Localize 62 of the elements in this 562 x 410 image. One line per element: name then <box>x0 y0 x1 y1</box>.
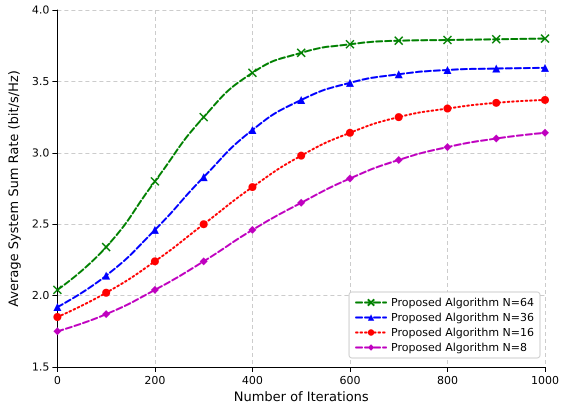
point <box>492 134 500 143</box>
x-tick-label: 400 <box>242 374 263 387</box>
y-tick-label: 3.5 <box>32 74 50 88</box>
point <box>200 173 208 182</box>
point <box>346 174 354 183</box>
point <box>394 113 403 122</box>
point <box>345 40 355 50</box>
x-tick-label: 0 <box>54 374 61 387</box>
x-tick-label: 1000 <box>531 374 560 387</box>
legend-label: Proposed Algorithm N=64 <box>391 296 534 309</box>
legend-label: Proposed Algorithm N=8 <box>391 341 528 354</box>
point <box>394 70 403 78</box>
point <box>443 66 452 74</box>
point <box>297 198 306 207</box>
point <box>200 257 208 266</box>
y-tick-label: 3.0 <box>32 146 50 160</box>
point <box>200 220 208 228</box>
point <box>150 257 159 266</box>
point <box>492 64 500 73</box>
point <box>248 183 256 192</box>
x-tick-label: 200 <box>144 374 166 387</box>
point <box>102 288 110 297</box>
point <box>394 36 404 46</box>
point <box>541 128 550 137</box>
x-tick-label: 600 <box>339 374 360 387</box>
point <box>248 126 256 134</box>
point <box>346 78 354 87</box>
legend-label: Proposed Algorithm N=36 <box>391 311 534 324</box>
point <box>198 112 208 122</box>
point <box>540 34 550 44</box>
legend-label: Proposed Algorithm N=16 <box>391 326 534 339</box>
point <box>541 64 550 72</box>
point <box>346 128 354 137</box>
point <box>150 286 159 294</box>
point <box>150 176 160 186</box>
point <box>394 156 403 164</box>
point <box>296 48 306 58</box>
point <box>102 310 110 318</box>
point <box>491 34 501 44</box>
y-tick-label: 1.5 <box>32 360 50 374</box>
point <box>541 96 550 104</box>
point <box>248 68 258 78</box>
point <box>492 98 500 107</box>
y-tick-label: 2.5 <box>32 218 50 231</box>
point <box>102 272 110 280</box>
point <box>150 226 159 234</box>
point <box>442 35 452 45</box>
x-tick-label: 800 <box>436 374 458 387</box>
point <box>52 285 62 295</box>
point <box>443 104 452 113</box>
y-tick-label: 4.0 <box>32 4 50 16</box>
point <box>53 327 62 336</box>
point <box>297 152 306 160</box>
x-axis-title: Number of Iterations <box>234 390 369 405</box>
point <box>443 143 452 152</box>
point <box>297 96 306 104</box>
point <box>53 303 62 312</box>
y-tick-label: 2.0 <box>32 289 50 302</box>
y-axis-title: Average System Sum Rate (bit/s/Hz) <box>7 70 22 307</box>
point <box>101 242 111 252</box>
point <box>248 226 256 234</box>
point <box>53 313 62 322</box>
